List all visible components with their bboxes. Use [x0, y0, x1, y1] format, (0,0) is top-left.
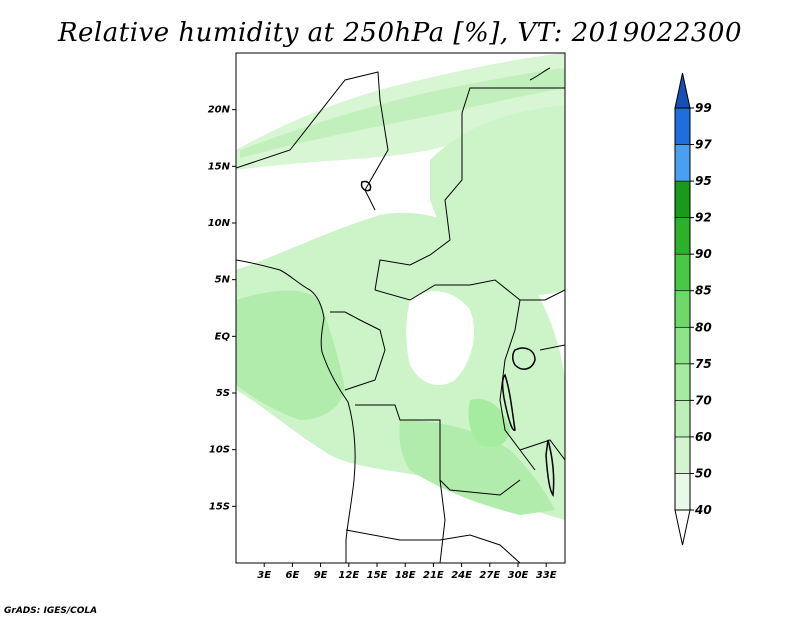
colorbar-tick-label: 85: [695, 284, 712, 298]
colorbar: 40 50 60 70 75 80 85 90 92 95 97 99: [674, 72, 712, 546]
lat-tick-label: 20N: [208, 105, 231, 116]
lon-tick-label: 24E: [451, 570, 472, 581]
colorbar-tick-label: 60: [695, 430, 712, 444]
longitude-axis: 3E 6E 9E 12E 15E 18E 21E 24E 27E 30E 33E: [257, 563, 557, 581]
lon-tick-label: 27E: [479, 570, 500, 581]
colorbar-box: [674, 326, 691, 365]
lon-tick-label: 21E: [423, 570, 444, 581]
red-sea-coast: [529, 67, 551, 81]
humidity-band-north-strong: [240, 68, 565, 158]
coastline-west-africa: [236, 259, 356, 563]
colorbar-box: [674, 253, 691, 292]
humidity-area-central-strong: [236, 290, 345, 420]
figure-title: Relative humidity at 250hPa [%], VT: 201…: [57, 18, 742, 48]
lake-victoria: [512, 347, 536, 370]
colorbar-box: [674, 436, 691, 474]
colorbar-tick-label: 75: [695, 357, 712, 371]
lon-tick-label: 6E: [286, 570, 300, 581]
lon-tick-label: 18E: [395, 570, 416, 581]
border-east-africa: [519, 289, 565, 461]
colorbar-tick-label: 92: [695, 211, 712, 225]
lon-tick-label: 3E: [257, 570, 271, 581]
border-southern: [345, 529, 521, 563]
lat-tick-label: 15N: [208, 161, 231, 172]
colorbar-tick-label: 99: [695, 101, 712, 115]
lat-tick-label: 10N: [208, 218, 231, 229]
lat-tick-label: EQ: [215, 331, 231, 342]
colorbar-tick-label: 97: [695, 138, 712, 152]
colorbar-box: [674, 180, 691, 218]
colorbar-box: [674, 400, 691, 438]
humidity-gap-interior: [406, 291, 475, 385]
lon-tick-label: 9E: [314, 570, 328, 581]
colorbar-bottom-triangle: [674, 509, 691, 546]
colorbar-top-triangle: [674, 72, 691, 109]
colorbar-tick-label: 95: [695, 174, 712, 188]
border-drc-angola: [355, 404, 521, 496]
border-sudan-east: [461, 87, 565, 114]
colorbar-box: [674, 363, 691, 401]
humidity-field: [236, 53, 565, 521]
colorbar-outline: [674, 107, 691, 511]
border-congo: [330, 311, 386, 391]
credit-label: GrADS: IGES/COLA: [4, 606, 97, 616]
colorbar-tick-label: 90: [695, 247, 712, 261]
colorbar-box: [674, 107, 691, 145]
lat-tick-label: 5N: [215, 275, 231, 286]
lake-tanganyika: [501, 373, 516, 431]
lake-malawi: [545, 439, 555, 497]
colorbar-tick-label: 70: [695, 393, 712, 407]
humidity-area-south: [399, 420, 555, 515]
lon-tick-label: 15E: [367, 570, 388, 581]
colorbar-box: [674, 217, 691, 255]
colorbar-box: [674, 473, 691, 511]
map-frame: [235, 52, 566, 564]
colorbar-box: [674, 144, 691, 182]
lat-tick-label: 15S: [209, 501, 230, 512]
colorbar-box: [674, 290, 691, 328]
colorbar-tick-label: 50: [695, 466, 712, 480]
lat-tick-label: 10S: [209, 445, 230, 456]
lat-tick-label: 5S: [216, 388, 230, 399]
border-zambia-south: [439, 479, 446, 563]
lake-chad: [360, 180, 372, 192]
lon-tick-label: 33E: [536, 570, 557, 581]
lon-tick-label: 30E: [508, 570, 529, 581]
colorbar-tick-label: 80: [695, 320, 712, 334]
map-panel: 20N 15N 10N 5N EQ 5S 10S 15S 3E 6E 9E 12E 15E 18E 21E…: [208, 52, 566, 581]
latitude-axis: 20N 15N 10N 5N EQ 5S 10S 15S: [208, 105, 236, 512]
humidity-area-lakes: [468, 399, 510, 447]
lon-tick-label: 12E: [338, 570, 359, 581]
colorbar-tick-label: 40: [694, 503, 712, 517]
country-borders: [236, 67, 565, 563]
border-chad-sudan: [374, 113, 463, 291]
